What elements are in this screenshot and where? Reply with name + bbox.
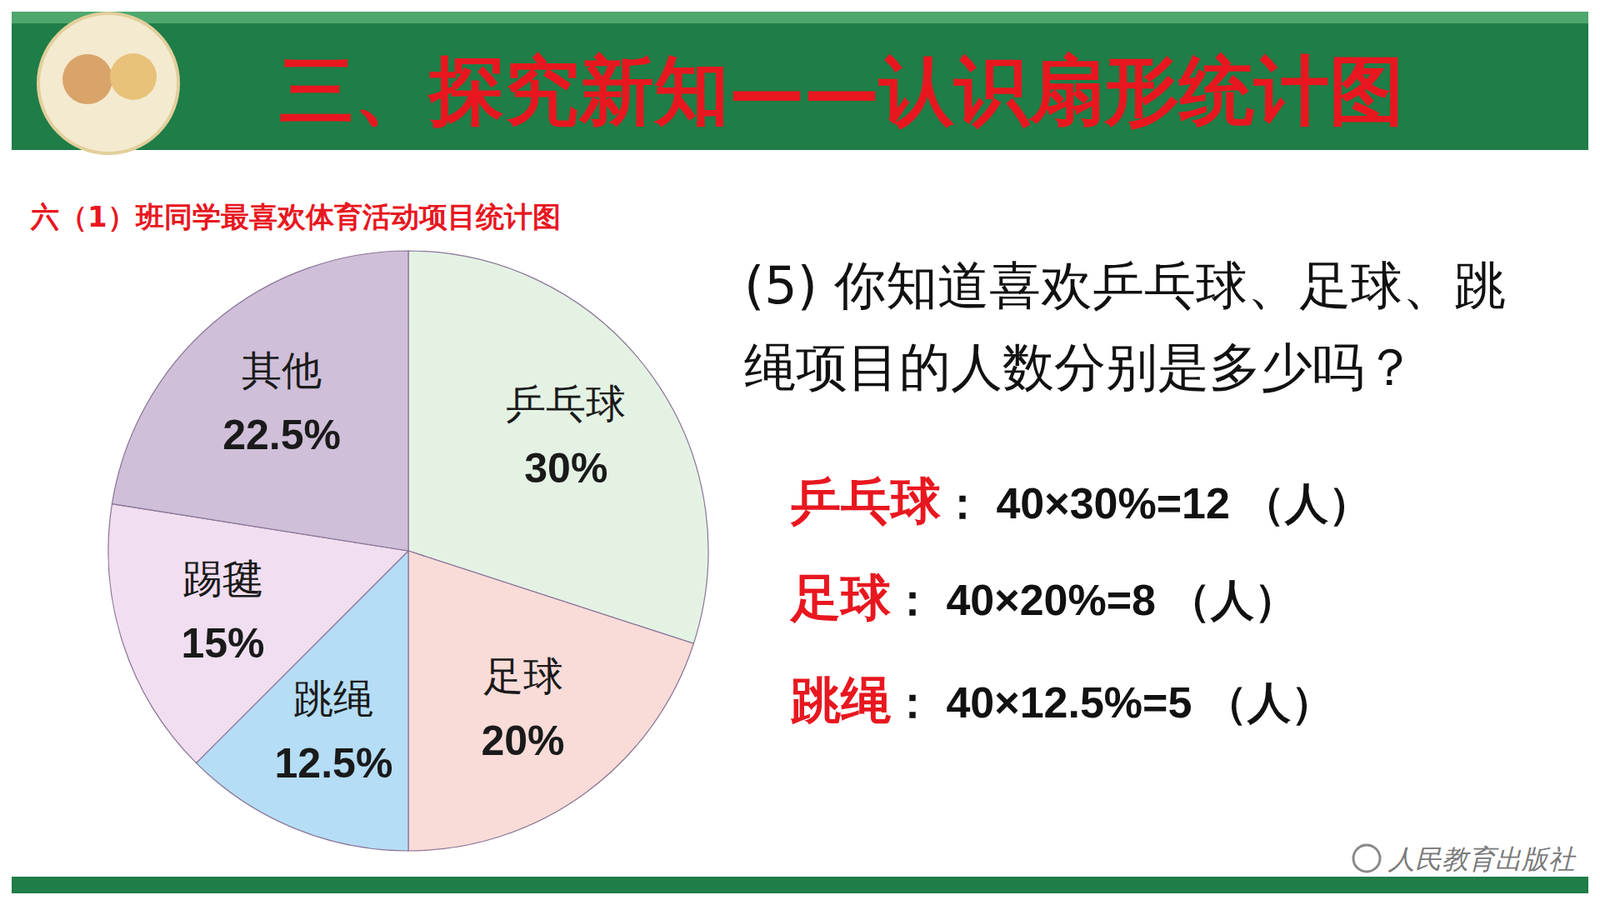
pie-slice xyxy=(408,550,694,851)
pie-slice xyxy=(111,250,409,551)
header-logo-figure xyxy=(110,53,157,100)
data-label: 15% xyxy=(180,620,265,667)
header-logo-figure xyxy=(62,54,113,105)
slice-name: 乒乓球 xyxy=(505,380,626,427)
slice-name: 其他 xyxy=(241,346,322,394)
header-stripe xyxy=(11,11,1589,24)
header-logo xyxy=(38,13,179,154)
answer-formula: ： 40×30%=12 （人） xyxy=(940,479,1372,528)
publisher: 人民教育出版社 xyxy=(1387,843,1577,875)
pie-labels: 乒乓球 30% 足球 20% 跳绳 12.5% 踢毽 15% 其他 22.5% xyxy=(180,346,626,787)
answer-row: 足球： 40×20%=8 （人） xyxy=(790,567,1298,641)
data-label: 22.5% xyxy=(222,411,341,459)
answer-row: 跳绳： 40×12.5%=5 （人） xyxy=(790,670,1335,744)
data-label: 12.5% xyxy=(275,740,394,787)
slice-name: 跳绳 xyxy=(293,675,374,722)
answer-item: 乒乓球 xyxy=(790,471,941,530)
answer-formula: ： 40×20%=8 （人） xyxy=(890,575,1298,625)
slice-name: 踢毽 xyxy=(182,555,263,602)
answer-item: 足球 xyxy=(790,568,891,627)
answer-row: 乒乓球： 40×30%=12 （人） xyxy=(790,470,1372,545)
header-title: 三、探究新知——认识扇形统计图 xyxy=(279,46,1405,135)
question: (5) 你知道喜欢乒乓球、足球、跳绳项目的人数分别是多少吗？ xyxy=(744,245,1545,409)
answer-formula: ： 40×12.5%=5 （人） xyxy=(890,678,1335,727)
pie xyxy=(108,250,709,851)
footer-band xyxy=(11,876,1589,894)
header-band xyxy=(11,23,1589,150)
slide: 三、探究新知——认识扇形统计图六（1）班同学最喜欢体育活动项目统计图乒乓球 30%… xyxy=(0,0,1600,900)
chart-title: 六（1）班同学最喜欢体育活动项目统计图 xyxy=(30,200,561,234)
data-label: 20% xyxy=(481,717,565,765)
data-label: 30% xyxy=(524,445,608,492)
publisher-logo xyxy=(1353,845,1380,872)
slice-name: 足球 xyxy=(483,652,564,700)
answer-item: 跳绳 xyxy=(790,670,891,730)
